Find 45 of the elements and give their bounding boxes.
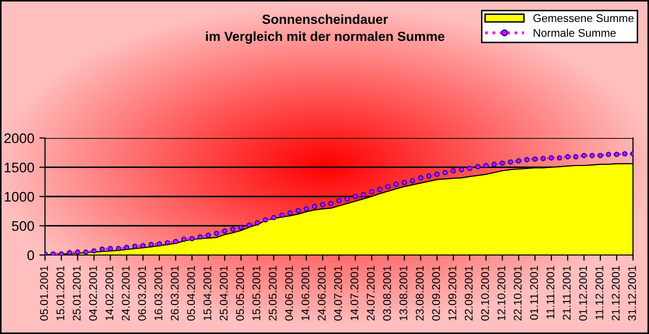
x-tick-label: 11.12.2001 [595, 266, 604, 320]
x-tick-label: 21.11.2001 [562, 266, 571, 320]
x-tick-label: 26.03.2001 [170, 266, 179, 320]
x-tick-label: 12.10.2001 [497, 266, 506, 320]
x-tick-label: 14.02.2001 [105, 266, 114, 320]
x-tick-label: 05.01.2001 [40, 266, 48, 321]
y-tick-label: 2000 [4, 133, 34, 144]
x-tick-label: 16.03.2001 [154, 266, 162, 320]
x-tick-label: 13.08.2001 [399, 266, 408, 320]
y-tick-label: 1000 [4, 192, 34, 202]
x-tick-label: 04.06.2001 [285, 266, 293, 321]
x-tick-label: 15.04.2001 [203, 266, 212, 320]
x-tick-label: 02.10.2001 [481, 266, 489, 321]
x-tick-label: 01.11.2001 [530, 266, 538, 320]
x-tick-label: 22.10.2001 [514, 266, 522, 320]
legend-label: Gemessene Summe [533, 14, 634, 22]
x-tick-label: 31.12.2001 [628, 266, 636, 321]
y-tick-label: 0 [27, 250, 34, 260]
x-tick-label: 25.05.2001 [268, 266, 277, 320]
x-tick-label: 06.03.2001 [138, 266, 146, 321]
chart-title: Sonnenscheindauer im Vergleich mit der normalen Summe [206, 14, 444, 44]
x-tick-label: 15.05.2001 [252, 266, 260, 320]
x-tick-label: 12.09.2001 [448, 266, 456, 320]
legend-label: Normale Summe [534, 28, 616, 37]
y-tick-label: 500 [12, 221, 34, 231]
x-tick-label: 25.01.2001 [72, 266, 81, 320]
x-tick-label: 15.01.2001 [56, 266, 64, 320]
x-tick-label: 23.08.2001 [416, 266, 424, 320]
x-tick-label: 14.07.2001 [350, 266, 358, 320]
x-tick-label: 22.09.2001 [464, 266, 473, 320]
x-tick-label: 14.06.2001 [301, 266, 310, 320]
y-tick-label: 1500 [4, 162, 34, 172]
x-tick-label: 21.12.2001 [612, 266, 620, 320]
x-tick-label: 05.04.2001 [187, 266, 195, 321]
x-tick-label: 03.08.2001 [383, 266, 391, 321]
x-tick-label: 01.12.2001 [579, 266, 587, 321]
x-tick-label: 05.05.2001 [236, 266, 244, 321]
x-tick-label: 24.06.2001 [318, 266, 326, 320]
x-tick-label: 24.02.2001 [122, 266, 130, 320]
x-tick-label: 04.02.2001 [89, 266, 97, 321]
x-tick-label: 11.11.2001 [546, 266, 554, 319]
x-tick-label: 24.07.2001 [366, 266, 375, 320]
x-tick-label: 02.09.2001 [432, 266, 440, 321]
x-tick-label: 04.07.2001 [334, 266, 342, 321]
x-tick-label: 25.04.2001 [220, 266, 228, 320]
